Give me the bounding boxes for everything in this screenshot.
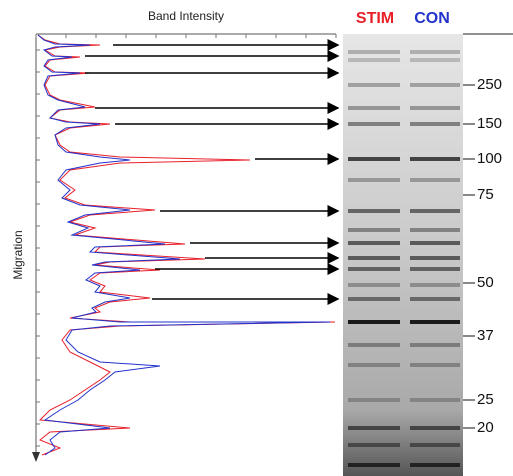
gel-bands <box>348 50 460 467</box>
band <box>410 443 460 447</box>
band <box>410 426 460 430</box>
band <box>410 463 460 467</box>
band <box>348 209 400 213</box>
band <box>410 106 460 110</box>
band <box>410 343 460 347</box>
band <box>410 58 460 62</box>
band <box>410 241 460 245</box>
axis-ticks <box>35 34 337 447</box>
band <box>348 106 400 110</box>
band <box>410 157 460 161</box>
band <box>348 178 400 182</box>
band <box>348 122 400 126</box>
gel <box>343 34 463 476</box>
marker-label: 150 <box>477 115 502 132</box>
marker-label: 100 <box>477 150 502 167</box>
band <box>410 209 460 213</box>
band <box>348 256 400 260</box>
marker-label: 20 <box>477 419 494 436</box>
x-axis-label: Band Intensity <box>148 9 224 23</box>
marker-label: 37 <box>477 327 494 344</box>
lane-label: CON <box>414 10 450 27</box>
marker-label: 25 <box>477 391 494 408</box>
band <box>348 267 400 271</box>
band <box>348 426 400 430</box>
band <box>348 50 400 54</box>
band <box>410 178 460 182</box>
band <box>348 463 400 467</box>
band <box>348 343 400 347</box>
band <box>410 363 460 367</box>
stim-trace <box>37 34 336 456</box>
band <box>348 58 400 62</box>
band <box>348 283 400 287</box>
con-trace <box>37 34 331 456</box>
band <box>410 122 460 126</box>
y-axis-label: Migration <box>11 230 25 279</box>
band <box>410 267 460 271</box>
band <box>410 283 460 287</box>
band <box>410 297 460 301</box>
band <box>410 50 460 54</box>
band <box>410 398 460 402</box>
band <box>348 241 400 245</box>
band <box>348 398 400 402</box>
marker-label: 250 <box>477 76 502 93</box>
axes <box>32 33 336 462</box>
band <box>410 320 460 324</box>
band <box>410 256 460 260</box>
lane-label: STIM <box>356 10 394 27</box>
band <box>410 83 460 87</box>
band <box>348 443 400 447</box>
band <box>348 320 400 324</box>
band <box>410 228 460 232</box>
markers: 250 150 100 75 50 37 25 20 <box>463 76 502 436</box>
band <box>348 83 400 87</box>
band <box>348 157 400 161</box>
arrows <box>85 39 340 305</box>
marker-label: 75 <box>477 186 494 203</box>
marker-label: 50 <box>477 274 494 291</box>
band <box>348 228 400 232</box>
band <box>348 363 400 367</box>
band <box>348 297 400 301</box>
